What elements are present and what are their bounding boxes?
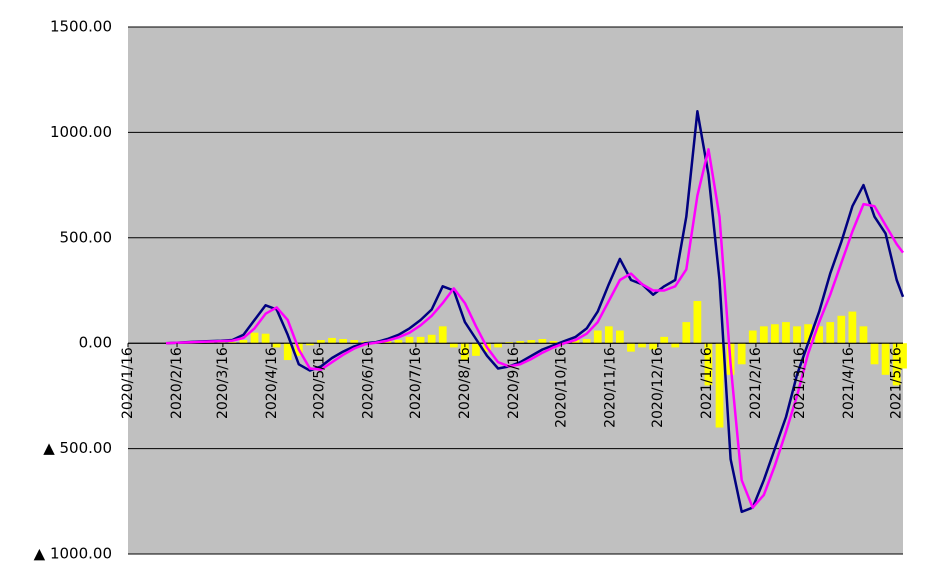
x-tick-label: 2020/6/16 <box>360 347 376 419</box>
bar <box>538 338 547 344</box>
x-tick-label: 2020/12/16 <box>650 347 666 428</box>
x-tick-label: 2020/4/16 <box>264 347 280 419</box>
bar <box>494 343 502 348</box>
bar <box>715 343 724 428</box>
bar <box>826 322 835 344</box>
x-tick-label: 2020/3/16 <box>215 347 231 419</box>
bar <box>793 326 801 344</box>
x-tick-label: 2020/1/16 <box>120 347 136 419</box>
bar <box>239 340 248 344</box>
bar <box>660 336 669 344</box>
bar <box>848 311 857 344</box>
bar <box>881 343 890 375</box>
bar <box>328 337 336 344</box>
bar <box>837 315 846 344</box>
x-tick-label: 2020/5/16 <box>311 347 327 419</box>
bar <box>627 343 635 352</box>
bar <box>737 343 746 365</box>
bar <box>638 343 646 348</box>
x-tick-label: 2021/3/16 <box>792 347 808 419</box>
bar <box>748 330 757 344</box>
bar <box>892 343 901 386</box>
x-tick-label: 2021/2/16 <box>748 347 764 419</box>
bar <box>472 343 480 356</box>
bar <box>804 324 812 344</box>
bar <box>704 343 713 386</box>
bar <box>859 326 868 344</box>
x-tick-label: 2020/7/16 <box>408 347 424 419</box>
bar <box>416 336 425 344</box>
bar <box>317 340 325 344</box>
y-tick-label: ▲ 1000.00 <box>34 545 112 563</box>
bar <box>593 330 602 344</box>
bar <box>383 341 392 344</box>
bar <box>350 340 359 344</box>
x-tick-label: 2020/10/16 <box>553 347 569 428</box>
bar <box>527 340 536 344</box>
bar <box>899 343 907 369</box>
y-tick-label: 0.00 <box>79 334 112 352</box>
bar <box>449 343 458 348</box>
bar <box>759 326 768 344</box>
bar <box>461 343 469 361</box>
x-tick-label: 2020/9/16 <box>506 347 522 419</box>
bar <box>438 326 447 344</box>
bar <box>604 326 613 344</box>
x-tick-label: 2021/4/16 <box>841 347 857 419</box>
bar <box>649 343 657 350</box>
bar <box>228 342 237 344</box>
bar <box>427 334 436 344</box>
bar <box>339 338 347 344</box>
bar <box>693 301 702 344</box>
bar <box>283 343 292 361</box>
bar <box>261 333 270 344</box>
x-tick-label: 2020/11/16 <box>602 347 618 428</box>
bar <box>671 343 680 348</box>
line <box>165 110 905 514</box>
x-tick-label: 2021/5/16 <box>889 347 905 419</box>
bar <box>771 324 779 344</box>
bar <box>571 340 580 344</box>
bar <box>870 343 879 365</box>
x-tick-label: 2020/2/16 <box>169 347 185 419</box>
bar <box>505 342 514 344</box>
bar <box>582 338 591 344</box>
bar <box>549 341 558 344</box>
x-tick-label: 2021/1/16 <box>699 347 715 419</box>
bar <box>516 341 525 344</box>
y-tick-label: 1500.00 <box>50 18 112 36</box>
line <box>165 148 905 509</box>
bar <box>405 336 414 344</box>
x-tick-label: 2020/8/16 <box>457 347 473 419</box>
bar <box>782 322 790 344</box>
bar <box>682 322 691 344</box>
bar <box>272 343 281 348</box>
y-tick-label: 500.00 <box>60 228 113 246</box>
bar <box>616 330 624 344</box>
y-tick-label: ▲ 500.00 <box>43 439 112 457</box>
bar <box>394 340 403 344</box>
bar <box>250 332 259 344</box>
bar <box>815 326 824 344</box>
bar <box>306 343 314 346</box>
y-tick-label: 1000.00 <box>50 123 112 141</box>
plot-area <box>128 27 903 554</box>
